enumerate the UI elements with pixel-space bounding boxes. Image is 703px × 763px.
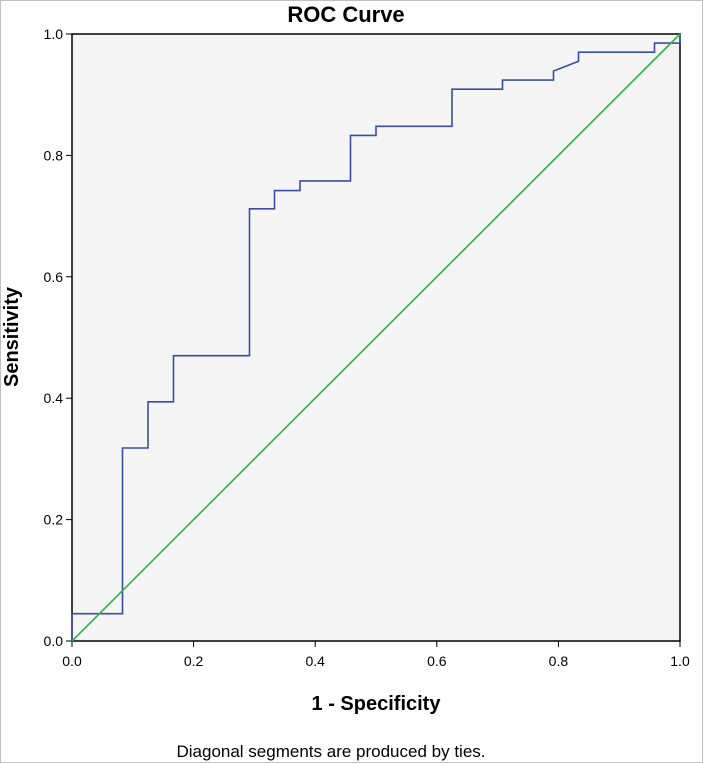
chart-title: ROC Curve	[287, 2, 404, 27]
roc-curve-line	[71, 34, 681, 641]
x-tick-label: 0.2	[184, 653, 204, 669]
y-tick-label: 0.6	[44, 269, 64, 285]
footnote: Diagonal segments are produced by ties.	[176, 742, 485, 761]
y-tick-label: 0.4	[44, 390, 64, 406]
y-tick-label: 0.0	[44, 633, 64, 649]
series-layer	[71, 33, 681, 642]
y-tick-label: 0.8	[44, 147, 64, 163]
x-tick-label: 1.0	[670, 653, 690, 669]
y-tick-label: 1.0	[44, 26, 64, 42]
y-tick-label: 0.2	[44, 512, 64, 528]
y-axis-title: Sensitivity	[1, 286, 23, 387]
x-axis-title: 1 - Specificity	[312, 693, 442, 715]
x-tick-label: 0.4	[305, 653, 325, 669]
reference-diagonal-line	[71, 33, 681, 642]
x-tick-label: 0.0	[62, 653, 82, 669]
axis-ticks: 0.0 0.2 0.4 0.6 0.8 1.0 0.0 0.2 0.4 0.6 0.8 1.0	[44, 26, 690, 669]
x-tick-label: 0.8	[549, 653, 569, 669]
x-tick-label: 0.6	[427, 653, 447, 669]
